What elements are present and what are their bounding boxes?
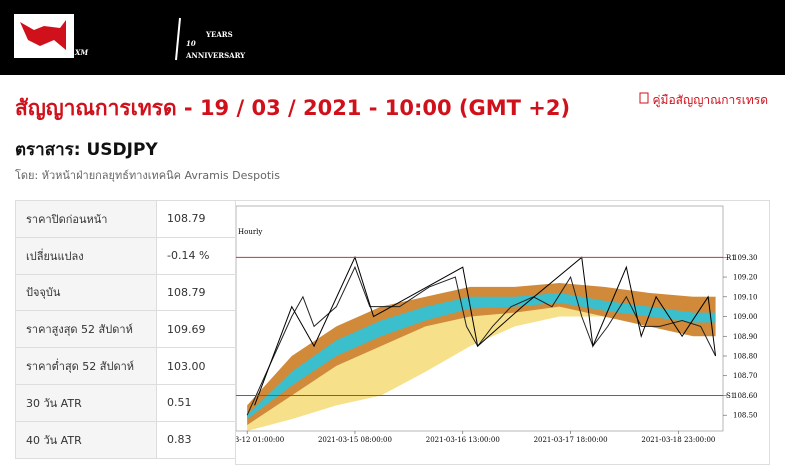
x-tick-label: 2021-03-17 18:00:00 — [534, 436, 608, 444]
manual-link[interactable]: คู่มือสัญญาณการเทรด — [639, 91, 768, 110]
instrument: ตราสาร: USDJPY — [15, 140, 158, 160]
y-tick-label: 109.30 — [733, 254, 758, 262]
label-cell: ราคาปิดก่อนหน้า — [15, 200, 157, 238]
header: XM 10 YEARS ANNIVERSARY — [0, 0, 785, 75]
value-cell: 0.51 — [156, 383, 236, 422]
logo-bull — [20, 20, 66, 50]
x-tick-label: 2021-03-16 13:00:00 — [426, 436, 500, 444]
logo-text: XM — [74, 48, 88, 57]
y-tick-label: 109.00 — [733, 313, 758, 321]
plot-frame — [236, 205, 724, 432]
value-cell: 0.83 — [156, 420, 236, 459]
y-tick-label: 109.20 — [733, 274, 758, 282]
table-row: 40 วัน ATR 0.83 — [15, 420, 236, 459]
x-tick-label: 2021-03-18 23:00:00 — [641, 436, 715, 444]
title: สัญญาณการเทรด - 19 / 03 / 2021 - 10:00 (… — [15, 96, 571, 120]
label-cell: เปลี่ยนแปลง — [15, 236, 157, 275]
y-tick-label: 108.50 — [733, 412, 758, 420]
value-cell: 108.79 — [156, 273, 236, 312]
label-cell: 30 วัน ATR — [15, 383, 157, 422]
label-cell: ราคาสูงสุด 52 สัปดาห์ — [15, 310, 157, 349]
level-label: S1 — [726, 392, 735, 400]
table-row: 30 วัน ATR 0.51 — [15, 383, 236, 422]
logo-divider — [175, 17, 181, 61]
y-tick-label: 108.70 — [733, 372, 758, 380]
badge-note: ANNIVERSARY — [185, 51, 246, 60]
value-cell: 108.79 — [156, 200, 236, 238]
value-cell: 109.69 — [156, 310, 236, 349]
pdf-icon — [639, 92, 649, 104]
table-row: เปลี่ยนแปลง -0.14 % — [15, 236, 236, 275]
label-cell: 40 วัน ATR — [15, 420, 157, 459]
table-row: ราคาต่ำสุด 52 สัปดาห์ 103.00 — [15, 347, 236, 385]
stats-table: ราคาปิดก่อนหน้า 108.79 เปลี่ยนแปลง -0.14 % ป… — [15, 200, 236, 459]
y-tick-label: 108.60 — [733, 392, 758, 400]
chart-label: Hourly — [238, 228, 262, 236]
band — [247, 282, 716, 426]
x-tick-label: 2021-03-12 01:00:00 — [236, 436, 284, 444]
author: โดย: หัวหน้าฝ่ายกลยุทธ์ทางเทคนิค Avramis… — [15, 169, 280, 182]
badge-sub: YEARS — [205, 30, 233, 39]
label-cell: ราคาต่ำสุด 52 สัปดาห์ — [15, 347, 157, 385]
badge: 10 — [186, 39, 196, 48]
chart: Hourly R1 S1 108.50 108.60 108.70 108.80 108.9… — [236, 205, 758, 444]
value-cell: -0.14 % — [156, 236, 236, 275]
manual-link-text[interactable]: คู่มือสัญญาณการเทรด — [652, 93, 769, 107]
chart-box: Hourly R1 S1 108.50 108.60 108.70 108.80 108.9… — [235, 200, 770, 465]
level-label: R1 — [726, 254, 736, 262]
table-row: ปัจจุบัน 108.79 — [15, 273, 236, 312]
y-tick-label: 108.90 — [733, 333, 758, 341]
table-row: ราคาสูงสุด 52 สัปดาห์ 109.69 — [15, 310, 236, 349]
logo: XM 10 YEARS ANNIVERSARY — [14, 14, 246, 61]
label-cell: ปัจจุบัน — [15, 273, 157, 312]
y-tick-label: 109.10 — [733, 293, 758, 301]
y-tick-label: 108.80 — [733, 353, 758, 361]
value-cell: 103.00 — [156, 347, 236, 385]
price-line — [246, 265, 717, 416]
price-line — [254, 255, 717, 406]
band — [247, 296, 716, 431]
table-row: ราคาปิดก่อนหน้า 108.79 — [15, 200, 236, 238]
x-tick-label: 2021-03-15 08:00:00 — [318, 436, 392, 444]
